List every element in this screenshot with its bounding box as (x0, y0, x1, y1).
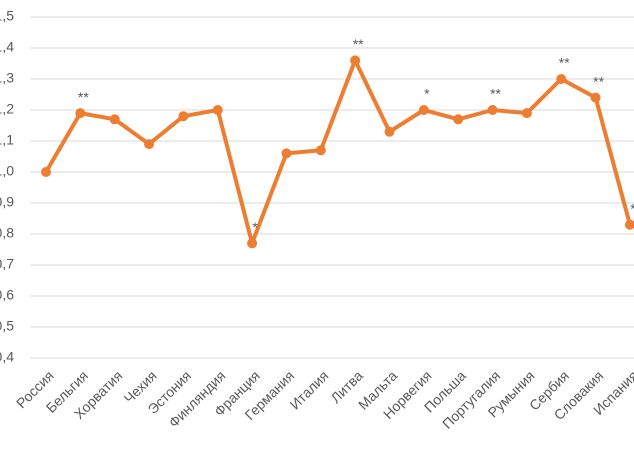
point (418, 105, 429, 115)
y-tick-label: 0,6 (0, 287, 14, 303)
y-tick-label: 1,0 (0, 163, 14, 179)
significance-mark: ** (593, 73, 604, 89)
point (212, 105, 223, 115)
significance-mark: ** (490, 86, 501, 102)
significance-mark: * (252, 219, 258, 235)
point (281, 148, 292, 159)
y-tick-label: 1,1 (0, 132, 14, 148)
point (75, 108, 86, 119)
y-tick-label: 1,4 (0, 39, 14, 55)
y-tick-label: 0,5 (0, 318, 14, 334)
significance-mark: * (630, 200, 634, 216)
y-tick-label: 0,9 (0, 194, 14, 210)
series-line (44, 58, 632, 246)
point (624, 219, 634, 230)
significance-mark: ** (353, 36, 364, 52)
point (453, 114, 464, 125)
point (556, 74, 567, 84)
x-tick-label: Италия (287, 367, 332, 412)
y-tick-label: 1,2 (0, 101, 14, 117)
point (590, 92, 601, 103)
point (521, 108, 532, 119)
point (41, 167, 51, 177)
significance-mark: ** (559, 55, 570, 71)
significance-mark: ** (78, 89, 89, 105)
y-tick-label: 1,5 (0, 8, 14, 24)
point (247, 238, 258, 249)
point (144, 139, 155, 150)
point (109, 114, 120, 125)
y-tick-label: 0,4 (0, 349, 14, 365)
y-tick-label: 0,8 (0, 225, 14, 241)
point (384, 126, 395, 137)
y-tick-label: 1,3 (0, 70, 14, 86)
point (315, 145, 326, 156)
point (178, 111, 189, 122)
y-tick-label: 0,7 (0, 256, 14, 272)
point (487, 105, 498, 115)
point (350, 55, 361, 66)
significance-mark: * (424, 86, 430, 102)
